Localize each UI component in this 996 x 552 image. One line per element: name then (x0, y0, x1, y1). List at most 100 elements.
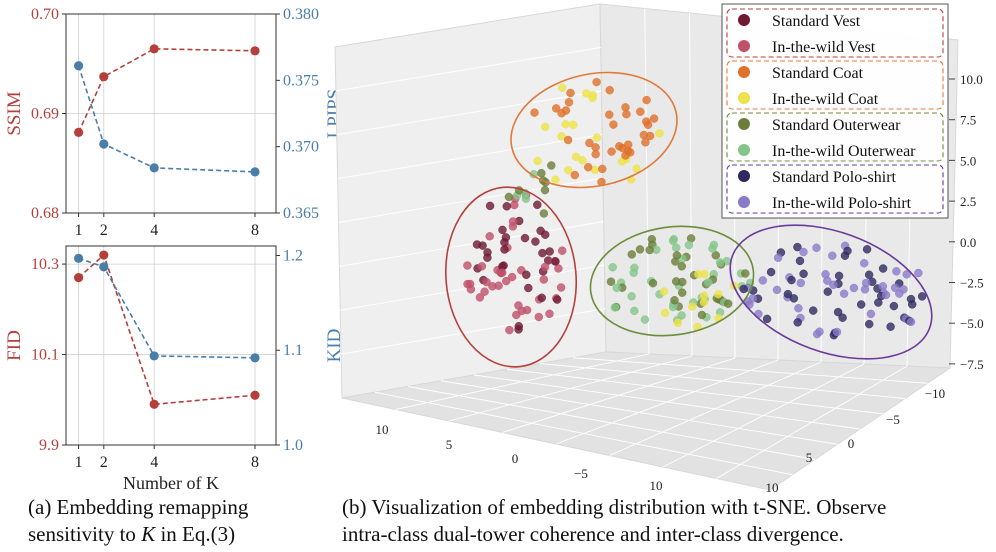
outerwear-point (678, 288, 687, 297)
coat-point (607, 147, 616, 156)
pane-gridline (644, 8, 650, 355)
polo-point (812, 243, 821, 253)
kid-line (78, 257, 256, 359)
x-tick-label: 2 (100, 454, 108, 471)
vest-point (541, 230, 550, 239)
vest-point (514, 325, 523, 334)
legend-box (721, 3, 949, 219)
x-tick-label: 1 (75, 222, 83, 239)
z-tick-label: 7.5 (960, 113, 976, 128)
polo-point (838, 313, 847, 322)
polo-point (789, 294, 799, 303)
vest-ellipse (444, 186, 578, 368)
legend-marker (738, 66, 750, 78)
vest-point (545, 309, 554, 318)
vest-point (498, 268, 507, 277)
tsne-3d-scatter: 10.0 7.5 5.0 2.5 0.0 −2.5 −5.0 −7.5 −10 −5 0 5 10 10 5… (334, 3, 984, 495)
outerwear-point (627, 250, 636, 259)
polo-point (866, 309, 876, 319)
fid-point (149, 399, 159, 409)
polo-point (864, 270, 874, 279)
caption-a-prefix: sensitivity to (28, 522, 142, 546)
polo-point (794, 304, 803, 313)
left-tick-label: 10.1 (31, 347, 59, 364)
right-tick-label: 0.380 (283, 6, 319, 23)
coat-point (591, 149, 600, 159)
coat-point (592, 133, 602, 142)
legend-marker (738, 144, 750, 156)
outerwear-point (704, 278, 713, 287)
polo-point (829, 280, 838, 289)
coat-point (563, 135, 573, 145)
polo-point (823, 287, 832, 296)
coat-point (533, 156, 542, 166)
coat-point (561, 106, 571, 115)
polo-point (796, 278, 805, 288)
legend-label: In-the-wild Outerwear (772, 143, 916, 160)
caption-b-line2: intra-class dual-tower coherence and int… (342, 522, 844, 546)
legend-group-box (726, 112, 944, 162)
coat-point (673, 318, 683, 327)
coat-point (636, 107, 645, 116)
outerwear-point (697, 310, 707, 320)
polo-point (783, 289, 793, 299)
polo-point (823, 276, 832, 285)
x-tick-label: 1 (75, 454, 83, 471)
legend-group-box (726, 8, 944, 58)
left-axis-label: SSIM (4, 91, 25, 135)
coat-point (552, 104, 561, 113)
vest-point (508, 217, 518, 226)
vest-point (554, 264, 563, 273)
left-tick-label: 0.70 (31, 6, 59, 23)
caption-a-var: K (141, 522, 156, 546)
floor-gridline (609, 361, 822, 456)
lpips-line (77, 65, 256, 173)
vest-point (551, 257, 560, 266)
outerwear-ellipse (589, 225, 755, 337)
kid-point (149, 351, 159, 361)
vest-point (472, 240, 482, 249)
polo-point (739, 284, 748, 294)
vest-point (485, 232, 494, 241)
coat-point (645, 131, 655, 141)
polo-point (914, 268, 923, 278)
polo-point (843, 246, 852, 256)
ssim-line (77, 48, 256, 133)
lpips-point (149, 163, 159, 173)
x-tick-label: 5 (446, 437, 453, 452)
outerwear-point (648, 279, 658, 288)
outerwear-point (537, 168, 546, 178)
outerwear-point (669, 234, 678, 244)
outerwear-point (672, 251, 682, 260)
outerwear-point (540, 185, 550, 195)
coat-point (605, 85, 614, 95)
polo-point (862, 245, 872, 254)
legend-group-box (726, 60, 944, 110)
coat-point (642, 95, 651, 105)
pane-gridline (335, 47, 601, 92)
z-tick-label: 2.5 (960, 194, 976, 209)
x-tick-label: 8 (251, 454, 259, 471)
outerwear-point (741, 269, 750, 278)
fid-point (250, 390, 260, 400)
coat-point (592, 77, 601, 87)
legend-marker (738, 196, 750, 208)
vest-point (553, 295, 562, 304)
vest-point (538, 248, 547, 258)
floor-gridline (662, 363, 865, 468)
outerwear-point (645, 245, 654, 255)
vest-point (505, 325, 514, 335)
vest-point (556, 283, 566, 292)
outerwear-point (724, 299, 733, 308)
z-tick-label: −5.0 (960, 316, 984, 331)
outerwear-point (610, 303, 620, 312)
coat-point (655, 129, 664, 138)
y-tick-label: 10 (766, 480, 779, 495)
coat-point (660, 308, 670, 318)
coat-point (632, 164, 641, 173)
ssim-point (149, 44, 159, 54)
outerwear-point (708, 244, 717, 253)
vest-point (483, 253, 492, 262)
vest-point (520, 233, 530, 243)
polo-point (889, 301, 899, 311)
